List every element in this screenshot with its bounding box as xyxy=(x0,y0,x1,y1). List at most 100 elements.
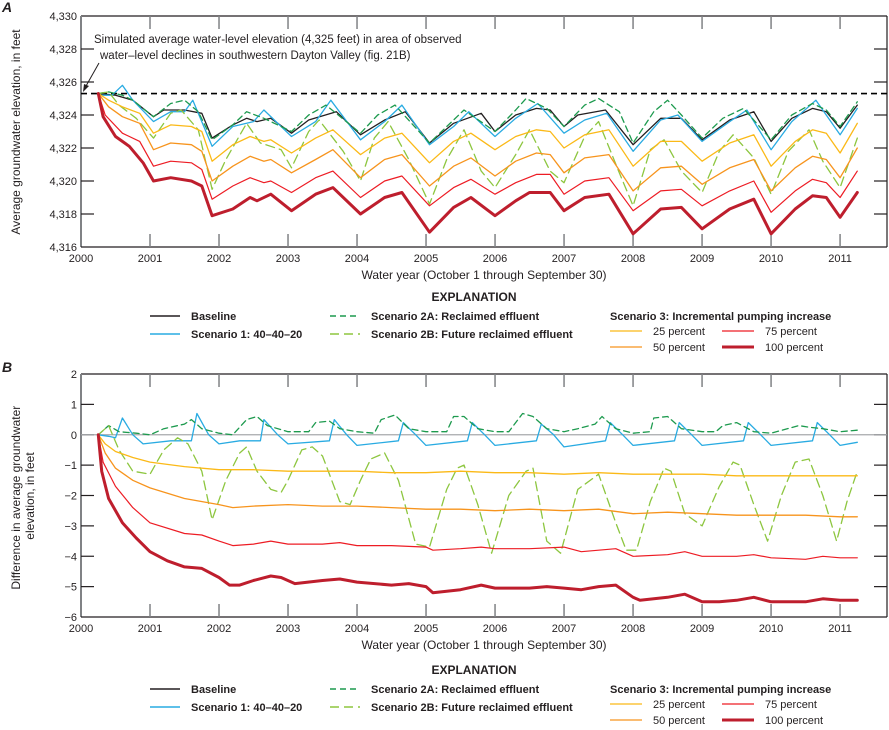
annotation-line-2: water–level declines in southwestern Day… xyxy=(99,50,411,62)
legend-entry-baseline: Baseline xyxy=(150,311,236,323)
series-line-25-percent xyxy=(97,92,858,167)
y-tick-label: −6 xyxy=(64,612,77,624)
panel-b-x-axis-title: Water year (October 1 through September … xyxy=(361,638,606,652)
x-tick-label: 2011 xyxy=(828,623,852,635)
y-tick-label: 1 xyxy=(71,399,77,411)
series-line-75-percent xyxy=(97,92,858,213)
legend-label: Baseline xyxy=(191,684,236,696)
series-line-100-percent xyxy=(96,92,859,236)
x-tick-label: 2007 xyxy=(552,623,576,635)
legend-group-title: Scenario 3: Incremental pumping increase xyxy=(610,311,831,323)
legend-label: Scenario 2A: Reclaimed effluent xyxy=(371,311,539,323)
x-tick-label: 2001 xyxy=(138,253,162,265)
panel-a-x-axis-title: Water year (October 1 through September … xyxy=(361,268,606,282)
y-tick-label: −3 xyxy=(64,521,77,533)
y-tick-label: 4,320 xyxy=(49,176,77,188)
legend-label: 100 percent xyxy=(765,715,823,727)
panel-b-series xyxy=(81,412,887,604)
x-tick-label: 2009 xyxy=(690,623,714,635)
legend-label: Baseline xyxy=(191,311,236,323)
panel-a-legend: EXPLANATION Baseline Scenario 1: 40–40–20 S… xyxy=(150,290,831,354)
legend-entry-scenario-1-40-40-20: Scenario 1: 40–40–20 xyxy=(150,702,302,714)
legend-label: 100 percent xyxy=(765,342,823,354)
panel-b-y-axis-title: Difference in average groundwater elevat… xyxy=(9,402,37,589)
y-tick-label: −4 xyxy=(64,551,77,563)
legend-title: EXPLANATION xyxy=(431,663,516,677)
x-tick-label: 2002 xyxy=(207,623,231,635)
legend-entry-50-percent: 50 percent xyxy=(610,715,705,727)
series-line-75-percent xyxy=(97,434,858,560)
series-line-scenario-1-40-40-20 xyxy=(97,84,858,152)
legend-entry-75-percent: 75 percent xyxy=(722,326,817,338)
legend-label: Scenario 2B: Future reclaimed effluent xyxy=(371,702,573,714)
x-tick-label: 2011 xyxy=(828,253,852,265)
x-tick-label: 2005 xyxy=(414,253,438,265)
legend-label: 25 percent xyxy=(653,699,705,711)
y-tick-label: 4,328 xyxy=(49,44,77,56)
y-tick-label: 4,316 xyxy=(49,242,77,254)
series-line-25-percent xyxy=(97,434,858,477)
x-tick-label: 2010 xyxy=(759,253,783,265)
panel-b-y-axis-title-line-2: elevation, in feet xyxy=(23,452,37,540)
x-tick-label: 2002 xyxy=(207,253,231,265)
x-tick-label: 2010 xyxy=(759,623,783,635)
legend-label: Scenario 2A: Reclaimed effluent xyxy=(371,684,539,696)
x-tick-label: 2001 xyxy=(138,623,162,635)
x-tick-label: 2008 xyxy=(621,253,645,265)
x-tick-label: 2007 xyxy=(552,253,576,265)
x-tick-label: 2006 xyxy=(483,623,507,635)
x-tick-label: 2004 xyxy=(345,623,369,635)
legend-entry-scenario-2b-future-reclaimed-effluent: Scenario 2B: Future reclaimed effluent xyxy=(330,329,573,341)
y-tick-label: 2 xyxy=(71,369,77,381)
y-tick-label: −2 xyxy=(64,491,77,503)
x-tick-label: 2009 xyxy=(690,253,714,265)
legend-entry-scenario-1-40-40-20: Scenario 1: 40–40–20 xyxy=(150,329,302,341)
series-line-scenario-2a-reclaimed-effluent xyxy=(97,91,858,144)
y-tick-label: 4,326 xyxy=(49,77,77,89)
legend-title: EXPLANATION xyxy=(431,290,516,304)
legend-entry-scenario-2a-reclaimed-effluent: Scenario 2A: Reclaimed effluent xyxy=(330,684,539,696)
y-tick-label: 0 xyxy=(71,430,77,442)
series-line-100-percent xyxy=(96,433,859,604)
legend-entry-scenario-2b-future-reclaimed-effluent: Scenario 2B: Future reclaimed effluent xyxy=(330,702,573,714)
x-tick-label: 2003 xyxy=(276,253,300,265)
y-tick-label: −5 xyxy=(64,582,77,594)
series-line-scenario-2a-reclaimed-effluent xyxy=(97,412,858,436)
legend-entry-100-percent: 100 percent xyxy=(722,342,823,354)
x-tick-label: 2006 xyxy=(483,253,507,265)
legend-entry-50-percent: 50 percent xyxy=(610,342,705,354)
panel-b-y-axis-title-line-1: Difference in average groundwater xyxy=(9,406,23,590)
x-tick-label: 2003 xyxy=(276,623,300,635)
legend-label: 25 percent xyxy=(653,326,705,338)
panel-letter-a: A xyxy=(1,0,12,15)
legend-label: Scenario 1: 40–40–20 xyxy=(191,329,302,341)
panel-a-y-axis-title: Average groundwater elevation, in feet xyxy=(9,29,23,235)
y-tick-label: 4,324 xyxy=(49,110,77,122)
annotation-arrow xyxy=(83,62,100,92)
panel-a-series xyxy=(81,84,887,236)
legend-entry-scenario-2a-reclaimed-effluent: Scenario 2A: Reclaimed effluent xyxy=(330,311,539,323)
x-tick-label: 2008 xyxy=(621,623,645,635)
series-line-scenario-1-40-40-20 xyxy=(97,412,858,448)
x-tick-label: 2005 xyxy=(414,623,438,635)
legend-label: Scenario 1: 40–40–20 xyxy=(191,702,302,714)
x-tick-label: 2004 xyxy=(345,253,369,265)
panel-letter-b: B xyxy=(2,359,12,375)
y-tick-label: −1 xyxy=(64,460,77,472)
legend-label: 75 percent xyxy=(765,699,817,711)
legend-label: Scenario 2B: Future reclaimed effluent xyxy=(371,329,573,341)
legend-entry-100-percent: 100 percent xyxy=(722,715,823,727)
panel-b-legend: EXPLANATION Baseline Scenario 1: 40–40–20 S… xyxy=(150,663,831,727)
y-tick-label: 4,322 xyxy=(49,143,77,155)
panel-a: A 2000 2001 2002 2003 2004 2005 2006 2007 2008 20… xyxy=(1,0,888,282)
y-tick-label: 4,318 xyxy=(49,209,77,221)
series-line-50-percent xyxy=(97,434,858,518)
legend-group-title: Scenario 3: Incremental pumping increase xyxy=(610,684,831,696)
x-tick-label: 2000 xyxy=(69,623,93,635)
legend-label: 50 percent xyxy=(653,715,705,727)
legend-entry-75-percent: 75 percent xyxy=(722,699,817,711)
legend-entry-25-percent: 25 percent xyxy=(610,699,705,711)
panel-b-axes: 2000 2001 2002 2003 2004 2005 2006 2007 2008 2009… xyxy=(64,369,888,635)
panel-a-axes: 2000 2001 2002 2003 2004 2005 2006 2007 2008 2009… xyxy=(49,11,888,265)
